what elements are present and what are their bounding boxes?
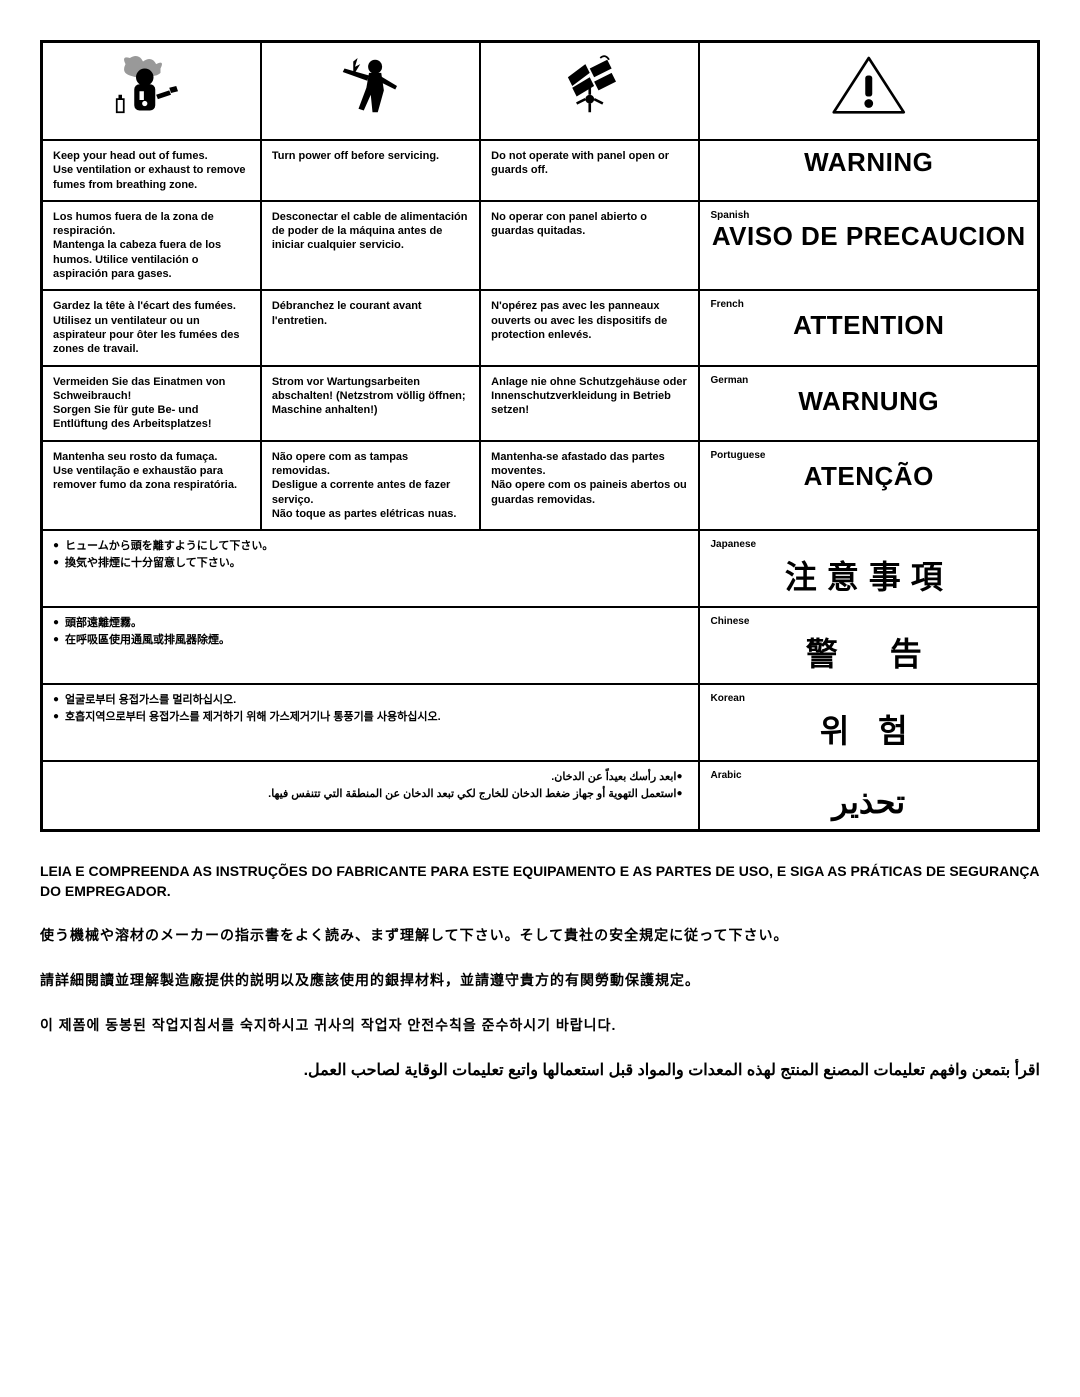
row-arabic: ●ابعد رأسك بعيداً عن الدخان. ●استعمل الت… [42, 761, 1039, 831]
ar-b0-text: ابعد رأسك بعيداً عن الدخان. [551, 770, 676, 784]
pt-warning: ATENÇÃO [710, 463, 1027, 490]
ko-warning-cell: Korean 위 험 [699, 684, 1038, 761]
ko-bullet-1: ●호흡지역으로부터 용접가스를 제거하기 위해 가스제거기나 통풍기를 사용하십… [53, 710, 688, 724]
panel-icon-cell [480, 42, 699, 141]
pt-warning-cell: Portuguese ATENÇÃO [699, 441, 1038, 530]
warning-table: Keep your head out of fumes.Use ventilat… [40, 40, 1040, 832]
ko-b1-text: 호흡지역으로부터 용접가스를 제거하기 위해 가스제거기나 통풍기를 사용하십시… [65, 710, 441, 724]
es-col3: No operar con panel abierto o guardas qu… [480, 201, 699, 290]
ja-b1-text: 換気や排煙に十分留意して下さい。 [65, 556, 241, 570]
row-japanese: ●ヒュームから頭を離すようにして下さい。 ●換気や排煙に十分留意して下さい。 J… [42, 530, 1039, 607]
fr-lang-label: French [710, 299, 1027, 310]
ar-col: ●ابعد رأسك بعيداً عن الدخان. ●استعمل الت… [42, 761, 700, 831]
footer-chinese: 請詳細閱讀並理解製造廠提供的説明以及應該使用的銀捍材料，並請遵守貴方的有関勞動保… [40, 971, 1040, 991]
ar-bullet-0: ●ابعد رأسك بعيداً عن الدخان. [53, 770, 688, 784]
fr-warning-cell: French ATTENTION [699, 290, 1038, 365]
footer-japanese: 使う機械や溶材のメーカーの指示書をよく読み、まず理解して下さい。そして貴社の安全… [40, 926, 1040, 946]
footer-arabic: اقرأ بتمعن وافهم تعليمات المصنع المنتج ل… [40, 1060, 1040, 1082]
ko-b0-text: 얼굴로부터 용접가스를 멀리하십시오. [65, 693, 236, 707]
ja-b0-text: ヒュームから頭を離すようにして下さい。 [65, 539, 273, 553]
de-col1: Vermeiden Sie das Einatmen von Schweibra… [42, 366, 261, 441]
en-warning-cell: WARNING [699, 140, 1038, 201]
ja-bullet-1: ●換気や排煙に十分留意して下さい。 [53, 556, 688, 570]
fr-col2: Débranchez le courant avant l'entretien. [261, 290, 480, 365]
ko-bullet-0: ●얼굴로부터 용접가스를 멀리하십시오. [53, 693, 688, 707]
ar-b1-text: استعمل التهوية أو جهاز ضغط الدخان للخارج… [268, 787, 676, 801]
row-chinese: ●頭部遠離煙霧。 ●在呼吸區使用通風或排風器除煙。 Chinese 警 告 [42, 607, 1039, 684]
footer-korean: 이 제폼에 동봉된 작업지침서를 숙지하시고 귀사의 작업자 안전수칙을 준수하… [40, 1016, 1040, 1036]
footer-block: LEIA E COMPREENDA AS INSTRUÇÕES DO FABRI… [40, 862, 1040, 1082]
row-portuguese: Mantenha seu rosto da fumaça.Use ventila… [42, 441, 1039, 530]
ar-warning-cell: Arabic تحذير [699, 761, 1038, 831]
footer-portuguese: LEIA E COMPREENDA AS INSTRUÇÕES DO FABRI… [40, 862, 1040, 901]
zh-lang-label: Chinese [710, 616, 1027, 627]
ja-col: ●ヒュームから頭を離すようにして下さい。 ●換気や排煙に十分留意して下さい。 [42, 530, 700, 607]
row-korean: ●얼굴로부터 용접가스를 멀리하십시오. ●호흡지역으로부터 용접가스를 제거하… [42, 684, 1039, 761]
warning-triangle-icon [825, 51, 913, 121]
de-lang-label: German [710, 375, 1027, 386]
de-warning-cell: German WARNUNG [699, 366, 1038, 441]
zh-col: ●頭部遠離煙霧。 ●在呼吸區使用通風或排風器除煙。 [42, 607, 700, 684]
en-col3: Do not operate with panel open or guards… [480, 140, 699, 201]
pt-lang-label: Portuguese [710, 450, 1027, 461]
panel-guard-icon [546, 51, 634, 121]
ar-warning: تحذير [710, 783, 1027, 821]
row-english: Keep your head out of fumes.Use ventilat… [42, 140, 1039, 201]
en-col1: Keep your head out of fumes.Use ventilat… [42, 140, 261, 201]
ar-bullet-1: ●استعمل التهوية أو جهاز ضغط الدخان للخار… [53, 787, 688, 801]
ar-lang-label: Arabic [710, 770, 1027, 781]
power-off-icon [327, 51, 415, 121]
row-spanish: Los humos fuera de la zona de respiració… [42, 201, 1039, 290]
fr-col3: N'opérez pas avec les panneaux ouverts o… [480, 290, 699, 365]
fr-col1: Gardez la tête à l'écart des fumées.Util… [42, 290, 261, 365]
ja-warning: 注意事項 [710, 552, 1027, 598]
fumes-icon-cell [42, 42, 261, 141]
ko-lang-label: Korean [710, 693, 1027, 704]
zh-bullet-0: ●頭部遠離煙霧。 [53, 616, 688, 630]
ko-col: ●얼굴로부터 용접가스를 멀리하십시오. ●호흡지역으로부터 용접가스를 제거하… [42, 684, 700, 761]
pt-col2: Não opere com as tampas removidas.Deslig… [261, 441, 480, 530]
zh-bullet-1: ●在呼吸區使用通風或排風器除煙。 [53, 633, 688, 647]
es-lang-label: Spanish [710, 210, 1027, 221]
zh-warning: 警 告 [710, 629, 1027, 675]
fumes-icon [108, 51, 196, 121]
warning-icon-cell [699, 42, 1038, 141]
es-col2: Desconectar el cable de alimentación de … [261, 201, 480, 290]
de-warning: WARNUNG [710, 388, 1027, 415]
ja-warning-cell: Japanese 注意事項 [699, 530, 1038, 607]
fr-warning: ATTENTION [710, 312, 1027, 339]
pt-col1: Mantenha seu rosto da fumaça.Use ventila… [42, 441, 261, 530]
es-warning-cell: Spanish AVISO DE PRECAUCION [699, 201, 1038, 290]
de-col3: Anlage nie ohne Schutzgehäuse oder Innen… [480, 366, 699, 441]
es-warning: AVISO DE PRECAUCION [710, 223, 1027, 250]
en-warning: WARNING [710, 149, 1027, 176]
en-col2: Turn power off before servicing. [261, 140, 480, 201]
ko-warning: 위 험 [710, 706, 1027, 752]
icon-row [42, 42, 1039, 141]
ja-bullet-0: ●ヒュームから頭を離すようにして下さい。 [53, 539, 688, 553]
row-german: Vermeiden Sie das Einatmen von Schweibra… [42, 366, 1039, 441]
ja-lang-label: Japanese [710, 539, 1027, 550]
power-icon-cell [261, 42, 480, 141]
zh-warning-cell: Chinese 警 告 [699, 607, 1038, 684]
zh-b1-text: 在呼吸區使用通風或排風器除煙。 [65, 633, 230, 647]
zh-b0-text: 頭部遠離煙霧。 [65, 616, 142, 630]
row-french: Gardez la tête à l'écart des fumées.Util… [42, 290, 1039, 365]
de-col2: Strom vor Wartungsarbeiten abschalten! (… [261, 366, 480, 441]
pt-col3: Mantenha-se afastado das partes moventes… [480, 441, 699, 530]
es-col1: Los humos fuera de la zona de respiració… [42, 201, 261, 290]
